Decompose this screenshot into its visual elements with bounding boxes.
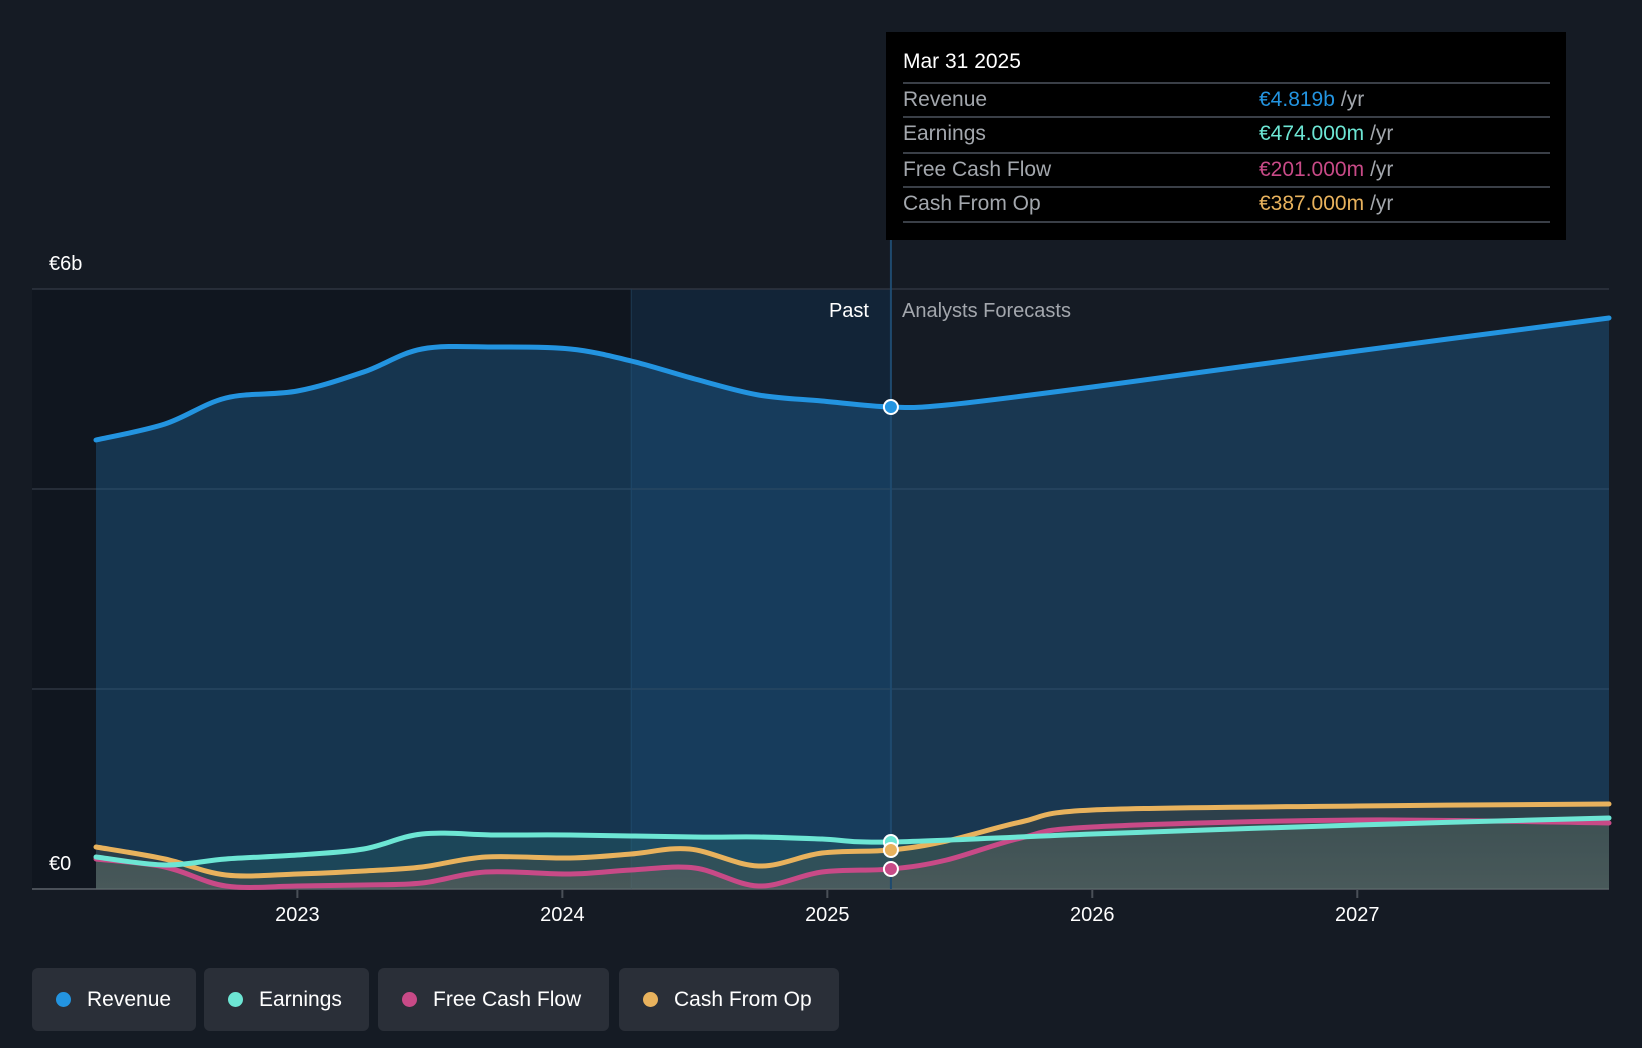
tooltip-label: Revenue [903, 88, 988, 111]
chart: 2023 2024 2025 2026 2027 [32, 240, 1612, 926]
earnings-dot-icon [228, 992, 243, 1007]
tooltip-unit: /yr [1370, 192, 1394, 215]
legend-label: Revenue [87, 987, 172, 1011]
y-axis-zero-label: €0 [49, 853, 72, 875]
cfo-dot-icon [643, 992, 658, 1007]
revenue-marker [882, 399, 899, 415]
tooltip-date: Mar 31 2025 [903, 50, 1021, 73]
revenue-dot-icon [56, 992, 71, 1007]
revenue-area [96, 318, 1609, 889]
tooltip-divider [903, 221, 1550, 223]
tooltip-value: €4.819b [1259, 88, 1335, 111]
earnings-line [93, 815, 1612, 868]
tooltip-value: €201.000m [1259, 158, 1365, 181]
tooltip-unit: /yr [1370, 122, 1394, 145]
tooltip-label: Earnings [903, 122, 986, 145]
x-tick-label: 2023 [275, 904, 320, 926]
x-tick-label: 2024 [540, 904, 585, 926]
fcf-area [96, 819, 1609, 889]
legend-revenue[interactable]: Revenue [32, 968, 196, 1031]
fcf-dot-icon [402, 992, 417, 1007]
cfo-line [93, 801, 1612, 879]
tooltip-value: €474.000m [1259, 122, 1365, 145]
y-axis-top-label: €6b [49, 253, 83, 275]
past-label: Past [828, 300, 869, 322]
tooltip-row-revenue: Revenue €4.819b/yr [903, 82, 1550, 118]
tooltip-row-earnings: Earnings €474.000m/yr [903, 116, 1550, 152]
past-band [631, 289, 891, 889]
tooltip-unit: /yr [1370, 158, 1394, 181]
legend-cash-from-op[interactable]: Cash From Op [619, 968, 839, 1031]
tooltip-label: Free Cash Flow [903, 158, 1052, 181]
tooltip-label: Cash From Op [903, 192, 1041, 215]
tooltip-row-fcf: Free Cash Flow €201.000m/yr [903, 152, 1550, 188]
legend-label: Free Cash Flow [433, 987, 582, 1011]
tooltip-row-cfo: Cash From Op €387.000m/yr [903, 186, 1550, 222]
fcf-marker [882, 861, 899, 877]
legend-earnings[interactable]: Earnings [204, 968, 369, 1031]
legend-label: Cash From Op [674, 987, 812, 1011]
cfo-marker [882, 842, 899, 858]
cfo-area [96, 804, 1609, 889]
x-tick-label: 2025 [805, 904, 850, 926]
fcf-line [93, 817, 1612, 890]
tooltip-unit: /yr [1340, 88, 1365, 111]
tooltip: Mar 31 2025 Revenue €4.819b/yr Earnings €4… [886, 32, 1566, 240]
forecast-label: Analysts Forecasts [902, 300, 1071, 322]
x-tick-label: 2027 [1335, 904, 1380, 926]
x-tick-label: 2026 [1070, 904, 1115, 926]
tooltip-value: €387.000m [1259, 192, 1365, 215]
legend-label: Earnings [259, 987, 342, 1011]
legend-free-cash-flow[interactable]: Free Cash Flow [378, 968, 609, 1031]
revenue-line [93, 315, 1612, 443]
